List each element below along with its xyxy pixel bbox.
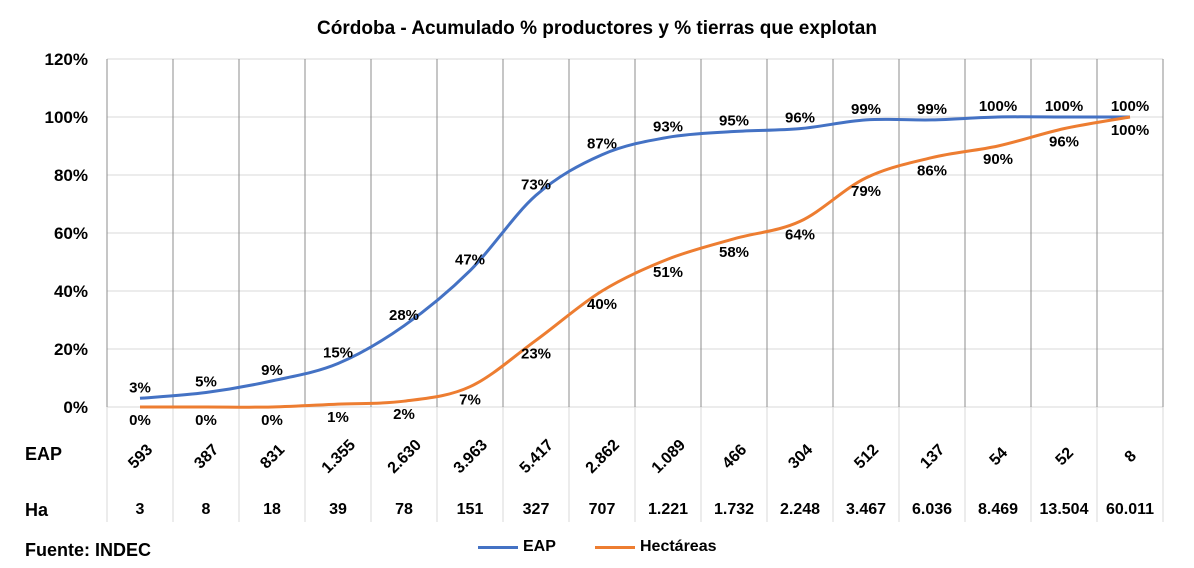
data-label-hectreas: 40% <box>587 296 617 313</box>
row-label-ha: Ha <box>25 500 49 520</box>
x-tick-label-ha: 13.504 <box>1040 501 1089 518</box>
data-label-hectreas: 90% <box>983 151 1013 168</box>
data-label-hectreas: 51% <box>653 264 683 281</box>
x-tick-label-eap: 1.355 <box>319 437 359 477</box>
data-label-hectreas: 86% <box>917 163 947 180</box>
x-tick-label-eap: 3.963 <box>451 437 491 477</box>
row-label-eap: EAP <box>25 444 62 464</box>
y-tick-label: 20% <box>54 340 88 359</box>
x-tick-label-ha: 327 <box>523 501 550 518</box>
data-label-hectreas: 23% <box>521 345 551 362</box>
data-label-eap: 96% <box>785 110 815 127</box>
data-label-eap: 99% <box>851 101 881 118</box>
x-tick-label-eap: 304 <box>785 441 816 472</box>
y-tick-label: 100% <box>45 108 88 127</box>
data-label-eap: 9% <box>261 362 283 379</box>
legend-item-hectareas: Hectáreas <box>595 538 717 556</box>
x-tick-label-eap: 512 <box>851 441 882 472</box>
x-tick-label-ha: 2.248 <box>780 501 820 518</box>
data-label-hectreas: 0% <box>261 412 283 429</box>
x-tick-label-ha: 18 <box>263 501 281 518</box>
data-label-eap: 99% <box>917 101 947 118</box>
x-tick-label-eap: 387 <box>191 441 222 472</box>
x-tick-label-eap: 137 <box>917 441 948 472</box>
x-tick-label-ha: 8.469 <box>978 501 1018 518</box>
legend-swatch-eap <box>478 545 518 549</box>
x-tick-label-ha: 3.467 <box>846 501 886 518</box>
legend-label-hectareas: Hectáreas <box>640 538 717 555</box>
data-label-hectreas: 0% <box>195 412 217 429</box>
data-label-hectreas: 2% <box>393 406 415 423</box>
x-tick-label-eap: 52 <box>1053 444 1078 469</box>
data-label-eap: 100% <box>1045 98 1083 115</box>
series-line-hectreas <box>139 115 1131 409</box>
x-tick-label-ha: 151 <box>457 501 484 518</box>
y-tick-label: 120% <box>45 50 88 69</box>
x-tick-label-eap: 8 <box>1122 448 1140 466</box>
legend-swatch-hectareas <box>595 545 635 549</box>
x-tick-label-eap: 593 <box>125 441 156 472</box>
x-tick-label-ha: 707 <box>589 501 616 518</box>
data-label-hectreas: 100% <box>1111 122 1149 139</box>
data-label-eap: 93% <box>653 118 683 135</box>
x-tick-label-eap: 466 <box>719 441 750 472</box>
chart-title: Córdoba - Acumulado % productores y % ti… <box>317 18 877 39</box>
y-tick-label: 40% <box>54 282 88 301</box>
legend-label-eap: EAP <box>523 538 556 555</box>
x-tick-label-ha: 78 <box>395 501 413 518</box>
data-label-hectreas: 96% <box>1049 134 1079 151</box>
x-tick-label-eap: 1.089 <box>649 437 689 477</box>
y-tick-label: 60% <box>54 224 88 243</box>
x-tick-label-eap: 2.862 <box>583 437 623 477</box>
x-tick-label-ha: 6.036 <box>912 501 952 518</box>
data-label-hectreas: 0% <box>129 412 151 429</box>
data-label-eap: 5% <box>195 374 217 391</box>
x-tick-label-ha: 1.221 <box>648 501 688 518</box>
data-label-hectreas: 79% <box>851 183 881 200</box>
x-tick-label-eap: 2.630 <box>385 437 425 477</box>
data-label-hectreas: 1% <box>327 409 349 426</box>
data-label-eap: 100% <box>979 98 1017 115</box>
data-label-eap: 28% <box>389 307 419 324</box>
y-tick-label: 0% <box>63 398 88 417</box>
data-label-hectreas: 7% <box>459 392 481 409</box>
x-tick-label-ha: 39 <box>329 501 347 518</box>
data-label-eap: 95% <box>719 113 749 130</box>
x-tick-label-ha: 1.732 <box>714 501 754 518</box>
data-label-eap: 47% <box>455 252 485 269</box>
data-label-hectreas: 64% <box>785 226 815 243</box>
x-tick-label-eap: 54 <box>987 444 1012 469</box>
y-tick-label: 80% <box>54 166 88 185</box>
data-label-eap: 15% <box>323 345 353 362</box>
data-label-eap: 3% <box>129 379 151 396</box>
legend-item-eap: EAP <box>478 538 556 556</box>
data-label-hectreas: 58% <box>719 244 749 261</box>
data-label-eap: 100% <box>1111 98 1149 115</box>
x-tick-label-ha: 8 <box>202 501 211 518</box>
series-line-eap <box>139 115 1130 400</box>
x-tick-label-eap: 5.417 <box>517 437 557 477</box>
source-note: Fuente: INDEC <box>25 540 151 560</box>
x-tick-label-ha: 3 <box>136 501 145 518</box>
data-label-eap: 73% <box>521 176 551 193</box>
data-label-eap: 87% <box>587 136 617 153</box>
x-tick-label-eap: 831 <box>257 441 288 472</box>
x-tick-label-ha: 60.011 <box>1106 501 1154 518</box>
